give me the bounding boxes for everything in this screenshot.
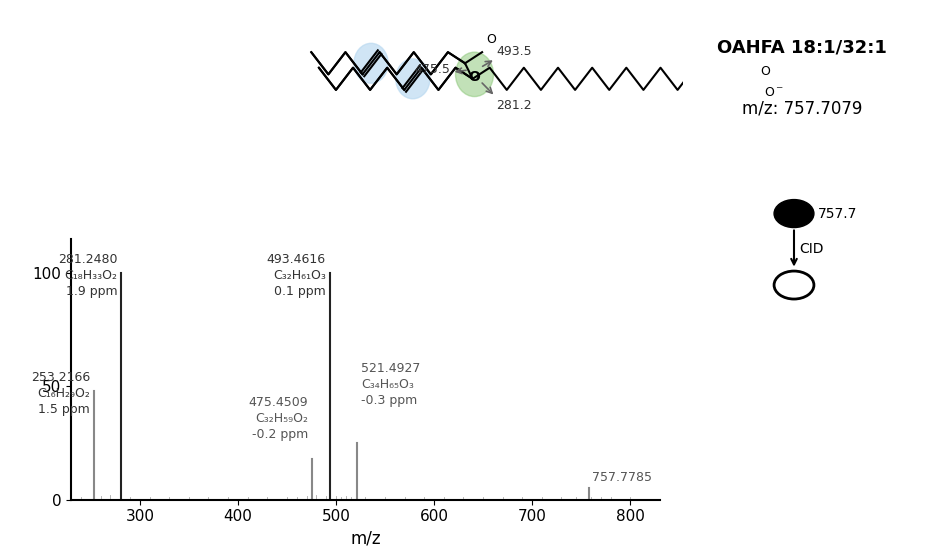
Text: m/z: 757.7079: m/z: 757.7079 bbox=[742, 100, 862, 118]
Text: 493.5: 493.5 bbox=[496, 45, 532, 58]
Text: 0.1 ppm: 0.1 ppm bbox=[274, 285, 326, 297]
Text: 281.2480: 281.2480 bbox=[58, 253, 118, 266]
Text: 1.9 ppm: 1.9 ppm bbox=[65, 285, 118, 297]
Circle shape bbox=[396, 59, 430, 99]
Text: CID: CID bbox=[799, 243, 824, 256]
Text: O: O bbox=[486, 33, 495, 46]
Text: O: O bbox=[765, 85, 774, 99]
Text: 521.4927: 521.4927 bbox=[361, 362, 420, 375]
Text: -0.2 ppm: -0.2 ppm bbox=[251, 427, 308, 441]
Circle shape bbox=[774, 200, 814, 228]
Text: C₃₄H₆₅O₃: C₃₄H₆₅O₃ bbox=[361, 377, 414, 391]
Text: C₃₂H₆₁O₃: C₃₂H₆₁O₃ bbox=[272, 269, 326, 282]
Text: C₁₆H₂₉O₂: C₁₆H₂₉O₂ bbox=[37, 387, 90, 400]
Text: 757.7785: 757.7785 bbox=[591, 471, 652, 483]
Text: C₃₂H₅₉O₂: C₃₂H₅₉O₂ bbox=[255, 412, 308, 425]
Text: C₁₈H₃₃O₂: C₁₈H₃₃O₂ bbox=[65, 269, 118, 282]
Circle shape bbox=[456, 52, 493, 97]
Text: OAHFA 18:1/32:1: OAHFA 18:1/32:1 bbox=[716, 39, 887, 57]
Text: 1.5 ppm: 1.5 ppm bbox=[38, 402, 90, 416]
X-axis label: m/z: m/z bbox=[350, 530, 381, 548]
Text: 281.2: 281.2 bbox=[496, 99, 532, 112]
Text: 253.2166: 253.2166 bbox=[30, 371, 90, 384]
Text: 493.4616: 493.4616 bbox=[267, 253, 326, 266]
Circle shape bbox=[354, 43, 388, 83]
Text: -0.3 ppm: -0.3 ppm bbox=[361, 393, 418, 406]
Text: ⁻: ⁻ bbox=[775, 84, 782, 98]
Text: 475.4509: 475.4509 bbox=[249, 396, 308, 409]
Text: O: O bbox=[469, 69, 480, 84]
Text: 475.5: 475.5 bbox=[414, 63, 450, 77]
Text: O: O bbox=[760, 65, 770, 78]
Text: 757.7: 757.7 bbox=[818, 206, 858, 220]
